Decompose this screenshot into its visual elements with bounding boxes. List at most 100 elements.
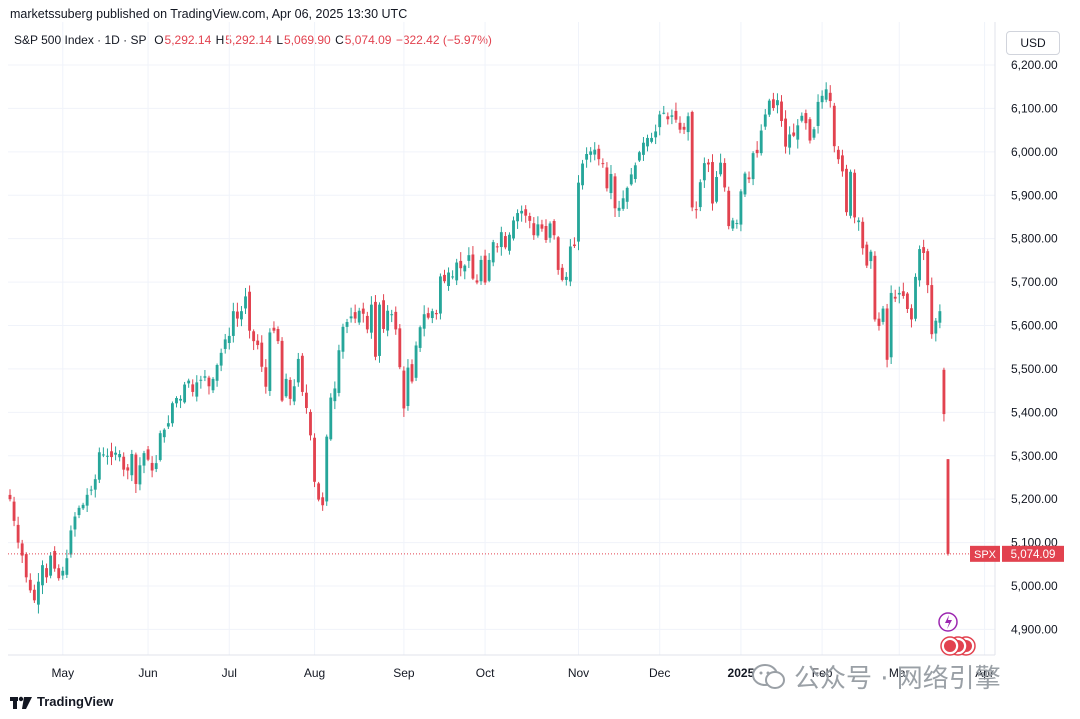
candle-body [528,215,532,221]
candle-body [792,132,796,136]
candle-body [171,403,174,424]
candle-body [426,313,430,318]
candle-body [65,558,69,575]
candle-body [154,463,158,469]
open-label: O [154,33,164,47]
candle-body [897,292,901,295]
candle-body [914,276,917,319]
candle-body [520,210,524,214]
candle-body [357,310,361,323]
candle-body [341,326,345,352]
candle-body [321,497,325,506]
y-tick-label: 6,200.00 [1011,58,1058,72]
candle-body [853,172,857,218]
candle-body [32,589,36,601]
candle-body [739,191,743,225]
x-tick-label: Dec [649,666,670,680]
candle-body [20,543,24,556]
candle-body [832,105,836,147]
candle-body [162,429,166,438]
candle-body [593,149,597,155]
candle-body [187,380,191,384]
candle-body [8,494,12,500]
candle-body [37,581,40,605]
x-tick-label: May [51,666,74,680]
candle-body [353,312,357,319]
symbol-legend: S&P 500 Index · 1D · SP O5,292.14 H5,292… [14,33,493,47]
candle-body [471,254,475,279]
candle-body [439,276,442,314]
candle-body [922,247,926,253]
candle-body [24,554,28,578]
candle-body [503,236,507,248]
candle-body [686,116,690,133]
candle-body [12,501,16,521]
candle-body [674,110,678,120]
candle-body [138,465,142,485]
candle-body [333,388,337,402]
candle-body [581,163,584,186]
candle-body [410,364,414,382]
candle-body [150,462,154,471]
currency-button[interactable]: USD [1006,31,1060,55]
candle-body [727,190,731,227]
candle-body [215,365,219,381]
candle-body [207,377,211,387]
candle-body [524,209,528,216]
candle-body [434,312,438,315]
candle-body [45,568,48,578]
y-tick-label: 5,500.00 [1011,362,1058,376]
candle-body [418,327,422,348]
x-tick-label: Apr [975,666,994,680]
candle-body [800,115,804,121]
x-tick-label: Nov [568,666,589,680]
candle-body [443,274,446,282]
candle-body [613,176,617,209]
candle-body [166,423,170,427]
candle-body [865,244,869,266]
y-tick-label: 5,400.00 [1011,405,1058,419]
candle-body [646,137,649,147]
candle-body [183,384,187,403]
x-tick-label: Jul [222,666,237,680]
candle-body [577,182,580,242]
candle-body [885,308,889,360]
candle-body [235,311,239,319]
candle-body [601,163,605,165]
lightning-bolt-icon [945,615,952,629]
candle-body [268,332,272,391]
y-tick-label: 4,900.00 [1011,622,1058,636]
candle-body [134,454,138,484]
high-label: H [215,33,225,47]
candle-body [219,352,223,366]
candle-body [264,367,268,387]
candle-body [609,173,613,194]
candle-body [369,304,373,333]
candle-body [16,524,20,543]
y-tick-label: 5,900.00 [1011,188,1058,202]
y-tick-label: 5,300.00 [1011,449,1058,463]
candle-body [512,220,515,239]
candle-body [552,221,556,236]
y-tick-label: 5,200.00 [1011,492,1058,506]
candle-body [483,255,487,283]
last-price-value-box [1002,545,1064,562]
change-value: −322.42 (−5.97%) [395,33,492,47]
candle-body [280,340,284,401]
wechat-icon [752,663,785,689]
candle-body [118,454,122,458]
candle-body [637,152,641,161]
candle-body [556,237,560,270]
candle-body [430,311,434,319]
candle-body [414,345,418,378]
candle-body [73,516,77,530]
candle-body [804,113,808,124]
candle-body [195,382,199,397]
candle-body [252,331,256,342]
candle-body [93,479,97,490]
candle-body [670,115,674,117]
candle-body [85,494,89,506]
candle-body [633,165,637,180]
candle-body [690,111,694,208]
